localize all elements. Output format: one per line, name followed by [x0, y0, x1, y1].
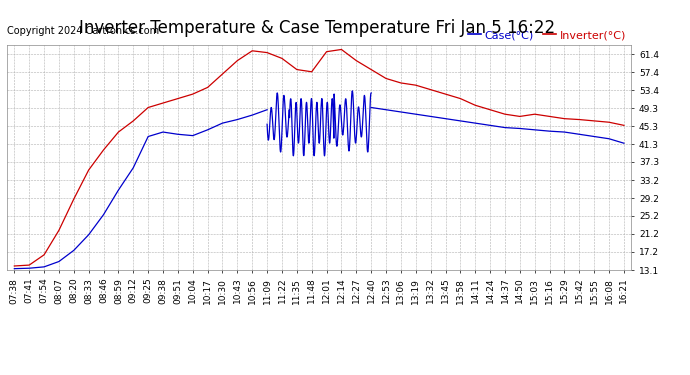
Text: Inverter Temperature & Case Temperature Fri Jan 5 16:22: Inverter Temperature & Case Temperature …: [79, 19, 555, 37]
Legend: Case(°C), Inverter(°C): Case(°C), Inverter(°C): [468, 30, 626, 40]
Text: Copyright 2024 Cartronics.com: Copyright 2024 Cartronics.com: [7, 26, 159, 36]
